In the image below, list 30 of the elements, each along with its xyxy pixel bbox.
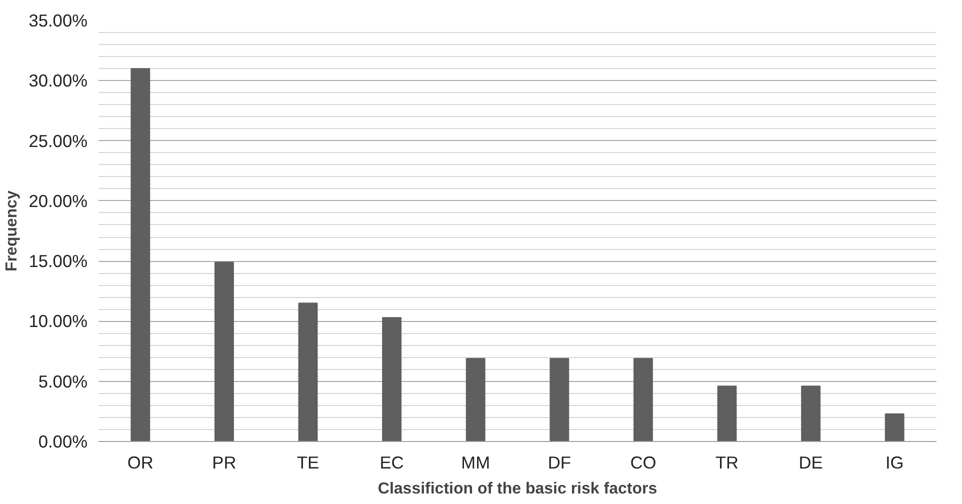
x-tick-label: TE xyxy=(296,452,320,472)
y-tick-label: 0.00% xyxy=(38,432,88,452)
bar xyxy=(382,317,402,442)
y-tick-label: 20.00% xyxy=(28,190,88,211)
y-tick-label: 35.00% xyxy=(28,10,88,30)
x-tick-label: EC xyxy=(380,452,404,472)
y-tick-label: 25.00% xyxy=(28,130,88,151)
x-tick-label: TR xyxy=(715,452,739,472)
bar xyxy=(801,386,821,442)
x-tick-label: PR xyxy=(212,452,236,472)
y-axis-title: Frequency xyxy=(4,190,21,272)
x-tick-label: MM xyxy=(461,452,490,472)
y-tick-label: 5.00% xyxy=(38,371,88,392)
bar xyxy=(633,358,653,442)
x-tick-label: OR xyxy=(127,452,154,472)
x-axis-title: Classifiction of the basic risk factors xyxy=(378,480,658,498)
bar xyxy=(298,302,318,442)
x-tick-label: DE xyxy=(798,452,823,472)
bar xyxy=(717,386,737,442)
bar xyxy=(214,262,234,442)
y-tick-label: 10.00% xyxy=(28,311,88,332)
bar xyxy=(130,68,150,442)
y-tick-label: 15.00% xyxy=(28,251,88,272)
x-tick-label: DF xyxy=(548,452,571,472)
y-tick-label: 30.00% xyxy=(28,70,88,91)
x-tick-label: CO xyxy=(630,452,656,472)
bar xyxy=(550,358,570,442)
bar xyxy=(884,413,904,442)
x-tick-label: IG xyxy=(885,452,904,472)
bar xyxy=(466,358,486,442)
